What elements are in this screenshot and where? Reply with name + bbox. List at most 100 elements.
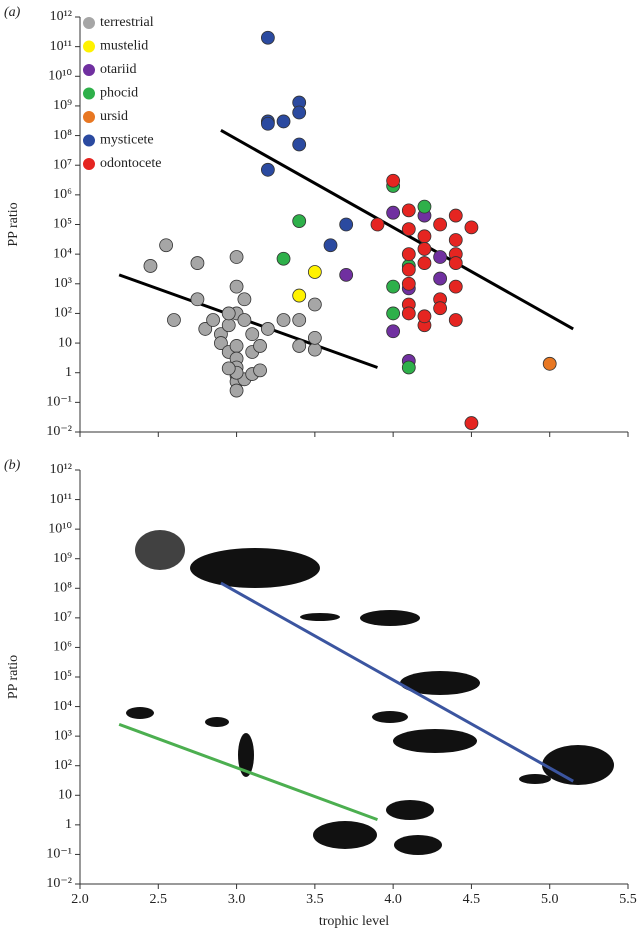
data-point — [253, 339, 267, 353]
legend-marker — [83, 64, 95, 76]
y-tick-label: 10⁻² — [46, 424, 72, 439]
seal-silhouette — [372, 711, 408, 723]
legend-label: phocid — [100, 86, 138, 101]
data-point — [260, 30, 275, 45]
data-point — [339, 217, 354, 232]
data-point — [401, 247, 416, 262]
x-tick-label: 4.0 — [384, 892, 402, 907]
data-point — [260, 116, 275, 131]
data-point — [448, 233, 463, 247]
data-point — [433, 250, 448, 264]
data-point — [206, 313, 220, 327]
data-point — [386, 306, 401, 321]
x-tick-label: 2.5 — [150, 892, 168, 907]
data-point — [433, 217, 448, 232]
data-point — [401, 222, 416, 236]
y-tick-label: 10⁶ — [53, 640, 72, 655]
data-point — [229, 339, 244, 353]
whale-silhouette — [190, 548, 320, 588]
y-tick-label: 10⁸ — [53, 581, 72, 596]
data-point — [221, 361, 236, 376]
y-tick-label: 10⁶ — [53, 187, 72, 202]
data-point — [292, 105, 307, 120]
legend-label: otariid — [100, 62, 137, 77]
y-tick-label: 10¹⁰ — [48, 521, 72, 536]
x-tick-label: 3.0 — [228, 892, 246, 907]
x-tick-label: 5.0 — [541, 892, 559, 907]
data-point — [401, 360, 416, 375]
legend-marker — [83, 87, 95, 100]
data-point — [229, 383, 244, 398]
data-point — [237, 292, 252, 307]
data-point — [386, 173, 401, 188]
data-point — [433, 301, 448, 316]
data-point — [253, 363, 267, 378]
y-tick-label: 10 — [58, 335, 72, 350]
legend-marker — [83, 40, 95, 53]
y-tick-label: 10⁻¹ — [46, 847, 72, 862]
orca-silhouette — [393, 729, 477, 753]
data-point — [464, 220, 479, 235]
y-tick-label: 10³ — [54, 728, 72, 743]
y-tick-label: 10 — [58, 788, 72, 803]
bear-silhouette — [542, 745, 614, 785]
y-tick-label: 10⁴ — [53, 699, 72, 714]
legend-marker — [83, 134, 95, 147]
data-point — [237, 313, 252, 327]
x-tick-label: 2.0 — [71, 892, 89, 907]
y-tick-label: 10⁷ — [53, 610, 72, 625]
y-tick-label: 10⁻¹ — [46, 395, 72, 410]
data-point — [448, 208, 463, 223]
y-tick-label: 10² — [54, 306, 72, 321]
data-point — [386, 205, 401, 220]
data-point — [229, 250, 244, 264]
legend-label: mysticete — [100, 133, 154, 148]
data-point — [221, 306, 236, 321]
y-tick-label: 10¹⁰ — [48, 69, 72, 84]
data-point — [307, 297, 322, 312]
data-point — [417, 309, 432, 324]
data-point — [401, 262, 416, 277]
data-point — [143, 259, 158, 273]
x-axis-label: trophic level — [319, 914, 389, 929]
y-tick-label: 10¹² — [50, 9, 72, 24]
bird-silhouette — [205, 717, 229, 727]
trend-line — [220, 581, 574, 783]
data-point — [323, 238, 338, 253]
legend-marker — [83, 17, 95, 29]
data-point — [260, 322, 275, 336]
y-tick-label: 10⁸ — [53, 128, 72, 143]
y-tick-label: 10¹¹ — [50, 39, 72, 54]
data-point — [417, 242, 432, 256]
silhouettes — [126, 530, 614, 855]
y-tick-label: 10¹² — [50, 462, 72, 477]
weasel-silhouette — [238, 733, 254, 777]
data-point — [386, 324, 401, 339]
data-point — [159, 238, 174, 253]
data-point — [370, 217, 385, 232]
data-point — [190, 292, 205, 307]
data-point — [339, 267, 354, 282]
y-tick-label: 1 — [65, 365, 72, 380]
data-point — [292, 137, 307, 152]
data-point — [167, 313, 181, 327]
y-tick-label: 10³ — [54, 276, 72, 291]
x-tick-label: 5.5 — [619, 892, 637, 907]
data-point — [292, 214, 307, 229]
data-point — [448, 279, 463, 294]
y-tick-label: 10⁻² — [46, 876, 72, 891]
data-point — [276, 114, 291, 129]
data-point — [292, 313, 307, 327]
data-point — [307, 342, 322, 357]
x-tick-label: 4.5 — [463, 892, 481, 907]
krill-silhouette — [135, 530, 185, 570]
data-point — [417, 229, 432, 244]
data-point — [245, 327, 260, 342]
y-tick-label: 1 — [65, 817, 72, 832]
data-point — [542, 356, 557, 371]
shrew-silhouette — [126, 707, 154, 719]
panel-label: (a) — [4, 5, 21, 20]
data-point — [464, 416, 479, 430]
legend-label: mustelid — [100, 39, 148, 54]
y-tick-label: 10⁷ — [53, 157, 72, 172]
